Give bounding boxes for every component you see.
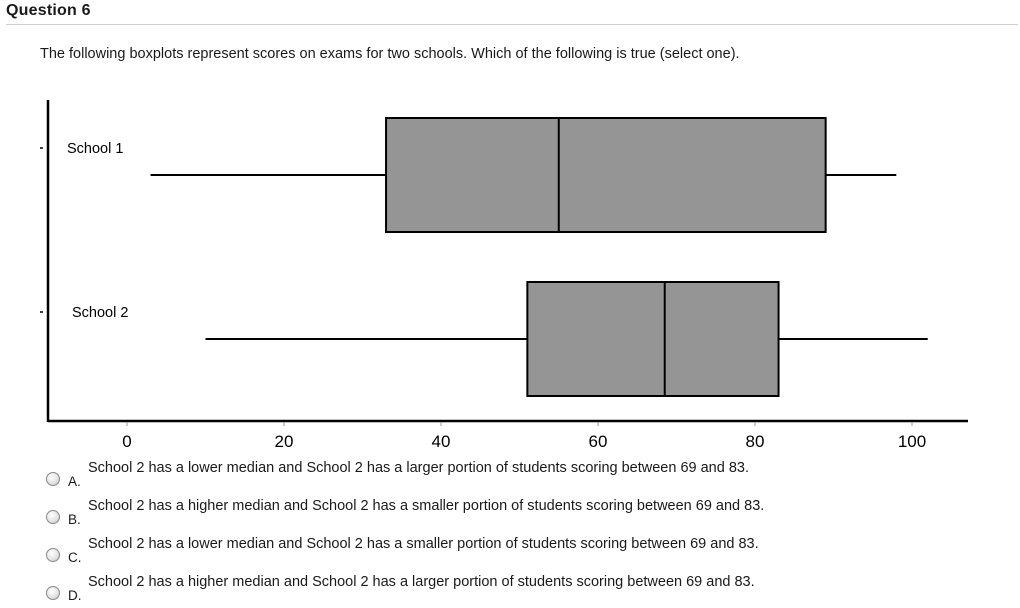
radio-button-c[interactable] [46, 548, 60, 562]
boxplot-chart: 0 20 40 60 80 100 School 1 School 2 [40, 100, 968, 451]
x-tick-label: 100 [898, 432, 926, 451]
radio-button-b[interactable] [46, 510, 60, 524]
answer-text-a: School 2 has a lower median and School 2… [88, 460, 749, 476]
x-tick-label: 80 [746, 432, 765, 451]
x-tick-label: 40 [432, 432, 451, 451]
x-tick-label: 20 [275, 432, 294, 451]
answer-letter-c: C. [68, 550, 82, 565]
radio-button-d[interactable] [46, 586, 60, 600]
answer-letter-a: A. [68, 474, 81, 489]
radio-button-a[interactable] [46, 472, 60, 486]
answer-letter-b: B. [68, 512, 81, 527]
answer-text-d: School 2 has a higher median and School … [88, 574, 755, 590]
x-tick-label: 0 [122, 432, 131, 451]
question-title: Question 6 [6, 2, 91, 19]
question-header: Question 6 [6, 2, 1018, 25]
answer-text-b: School 2 has a higher median and School … [88, 498, 765, 514]
school-2-box [526, 281, 780, 397]
answer-letter-d: D. [68, 588, 82, 603]
x-tick-label: 60 [589, 432, 608, 451]
school-1-label: School 1 [67, 141, 123, 157]
question-prompt: The following boxplots represent scores … [40, 46, 740, 62]
school-1-box [385, 117, 827, 233]
answer-text-c: School 2 has a lower median and School 2… [88, 536, 759, 552]
school-2-label: School 2 [72, 305, 128, 321]
